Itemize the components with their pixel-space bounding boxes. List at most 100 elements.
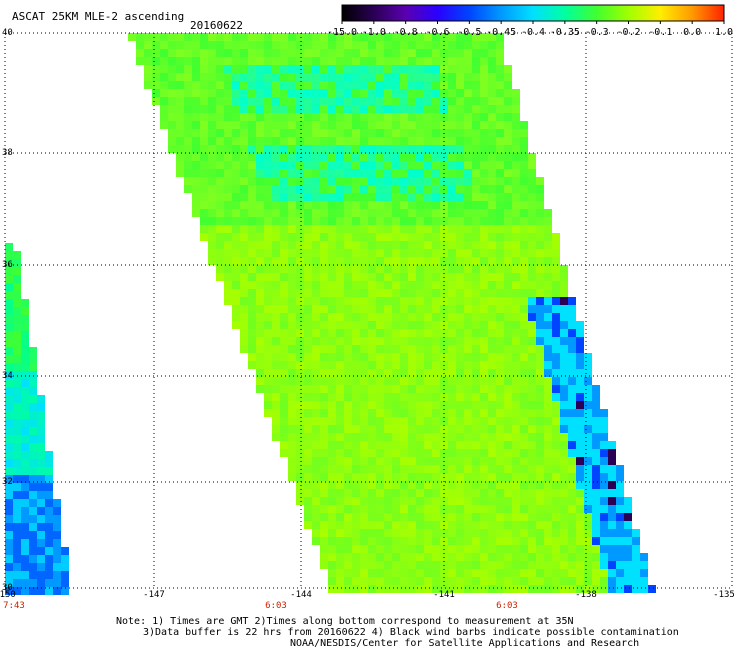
swath-cell xyxy=(312,153,320,161)
swath-cell xyxy=(336,401,344,409)
swath-cell xyxy=(544,273,552,281)
swath-cell xyxy=(504,393,512,401)
swath-cell xyxy=(208,49,216,57)
swath-cell xyxy=(504,521,512,529)
swath-cell xyxy=(552,401,560,409)
swath-cell xyxy=(616,569,624,577)
swath-cell xyxy=(576,409,584,417)
swath-cell xyxy=(424,313,432,321)
swath-cell xyxy=(344,273,352,281)
swath-cell xyxy=(592,553,600,561)
swath-cell xyxy=(528,281,536,289)
swath-cell xyxy=(488,385,496,393)
swath-cell xyxy=(416,513,424,521)
swath-cell xyxy=(536,569,544,577)
swath-cell xyxy=(472,425,480,433)
swath-cell xyxy=(312,337,320,345)
swath-cell xyxy=(368,433,376,441)
swath-cell xyxy=(320,273,328,281)
swath-cell xyxy=(288,361,296,369)
swath-cell xyxy=(424,49,432,57)
swath-cell xyxy=(360,561,368,569)
swath-cell xyxy=(336,65,344,73)
swath-cell xyxy=(536,449,544,457)
swath-cell xyxy=(264,225,272,233)
swath-cell xyxy=(53,579,61,587)
swath-cell xyxy=(360,353,368,361)
swath-cell xyxy=(424,297,432,305)
swath-cell xyxy=(520,385,528,393)
swath-cell xyxy=(488,321,496,329)
swath-cell xyxy=(240,241,248,249)
swath-cell xyxy=(488,553,496,561)
swath-cell xyxy=(360,137,368,145)
swath-cell xyxy=(480,353,488,361)
swath-cell xyxy=(21,499,29,507)
swath-cell xyxy=(272,201,280,209)
swath-cell xyxy=(376,89,384,97)
swath-cell xyxy=(328,449,336,457)
swath-cell xyxy=(328,105,336,113)
swath-cell xyxy=(496,385,504,393)
swath-cell xyxy=(224,49,232,57)
swath-cell xyxy=(400,97,408,105)
swath-cell xyxy=(584,577,592,585)
swath-cell xyxy=(520,321,528,329)
swath-cell xyxy=(272,273,280,281)
swath-cell xyxy=(480,345,488,353)
swath-cell xyxy=(360,105,368,113)
swath-cell xyxy=(416,321,424,329)
swath-cell xyxy=(37,515,45,523)
swath-cell xyxy=(568,433,576,441)
swath-cell xyxy=(176,105,184,113)
swath-cell xyxy=(5,379,13,387)
swath-cell xyxy=(168,137,176,145)
swath-cell xyxy=(336,545,344,553)
swath-cell xyxy=(344,313,352,321)
swath-cell xyxy=(528,545,536,553)
swath-cell xyxy=(488,377,496,385)
swath-cell xyxy=(296,113,304,121)
swath-cell xyxy=(352,281,360,289)
swath-cell xyxy=(592,393,600,401)
swath-cell xyxy=(184,161,192,169)
swath-cell xyxy=(520,545,528,553)
swath-cell xyxy=(528,521,536,529)
swath-cell xyxy=(504,241,512,249)
swath-cell xyxy=(352,209,360,217)
swath-cell xyxy=(480,249,488,257)
swath-cell xyxy=(456,97,464,105)
swath-cell xyxy=(21,443,29,451)
swath-cell xyxy=(376,433,384,441)
swath-cell xyxy=(248,337,256,345)
swath-cell xyxy=(352,297,360,305)
swath-cell xyxy=(616,465,624,473)
swath-cell xyxy=(384,97,392,105)
swath-cell xyxy=(536,193,544,201)
swath-cell xyxy=(384,521,392,529)
swath-cell xyxy=(368,441,376,449)
swath-cell xyxy=(544,489,552,497)
swath-cell xyxy=(480,497,488,505)
swath-cell xyxy=(376,161,384,169)
swath-cell xyxy=(424,89,432,97)
swath-cell xyxy=(368,353,376,361)
swath-cell xyxy=(29,491,37,499)
swath-cell xyxy=(328,513,336,521)
swath-cell xyxy=(45,499,53,507)
swath-cell xyxy=(456,257,464,265)
swath-cell xyxy=(408,113,416,121)
swath-cell xyxy=(224,185,232,193)
swath-cell xyxy=(576,361,584,369)
swath-cell xyxy=(512,89,520,97)
swath-cell xyxy=(504,121,512,129)
swath-cell xyxy=(208,145,216,153)
swath-cell xyxy=(480,561,488,569)
swath-cell xyxy=(432,545,440,553)
swath-cell xyxy=(232,209,240,217)
swath-cell xyxy=(416,129,424,137)
swath-cell xyxy=(312,97,320,105)
swath-cell xyxy=(53,539,61,547)
swath-cell xyxy=(5,355,13,363)
swath-cell xyxy=(264,241,272,249)
